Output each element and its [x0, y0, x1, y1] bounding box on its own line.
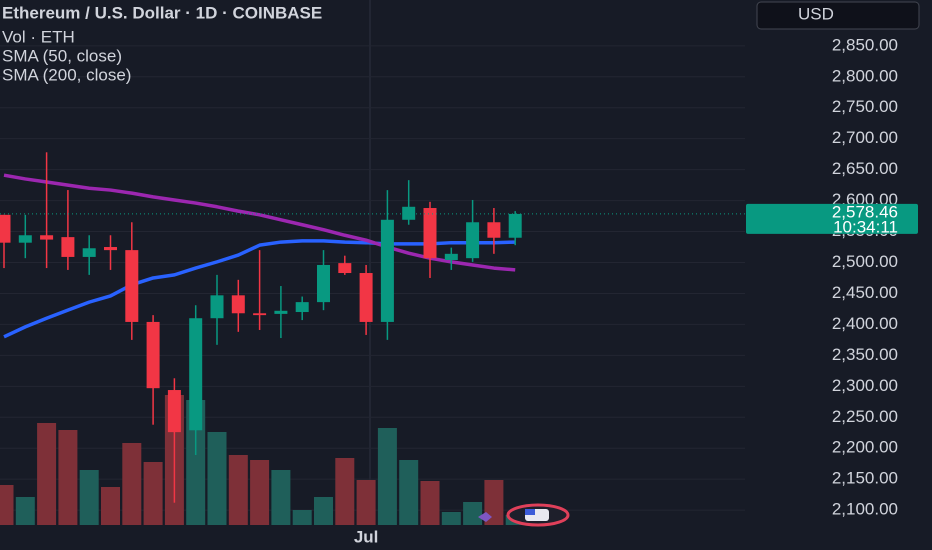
volume-legend: Vol · ETH — [2, 27, 75, 46]
volume-bar — [377, 428, 397, 525]
volume-bar — [15, 497, 35, 525]
volume-bar — [250, 460, 270, 525]
candle-body — [508, 213, 522, 238]
y-tick-label: 2,700.00 — [832, 128, 898, 147]
candle-body — [189, 318, 203, 431]
candles — [0, 152, 522, 503]
volume-bar — [228, 455, 248, 525]
volume-bar — [37, 423, 57, 525]
candle-body — [487, 222, 501, 238]
volume-bar — [271, 470, 291, 525]
y-tick-label: 2,100.00 — [832, 500, 898, 519]
y-axis: 2,100.00 2,150.00 2,200.00 2,250.00 2,300.00… — [832, 35, 898, 518]
legend-entry: SMA (200, close) — [2, 65, 131, 84]
candle-body — [167, 390, 181, 433]
candle-body — [380, 219, 394, 322]
candle-body — [274, 310, 288, 314]
candle-body — [0, 214, 11, 243]
volume-bar — [0, 485, 14, 525]
volume-bar — [314, 497, 333, 525]
candle-body — [231, 295, 245, 314]
volume-bar — [207, 432, 227, 525]
event-icons — [478, 503, 570, 527]
volume-bar — [292, 510, 312, 525]
flag-canton — [525, 509, 535, 515]
star-icon — [478, 512, 492, 522]
candle-body — [359, 273, 373, 322]
y-tick-label: 2,650.00 — [832, 159, 898, 178]
candle-body — [82, 248, 96, 257]
candle-body — [466, 222, 480, 259]
currency-label[interactable]: USD — [798, 4, 834, 23]
volume-bar — [58, 430, 78, 525]
volume-bar — [143, 462, 163, 525]
volume-bar — [79, 470, 99, 525]
volume-bar — [101, 487, 120, 525]
candle-body — [402, 206, 416, 220]
candle-body — [210, 295, 224, 319]
candle-body — [61, 237, 75, 257]
volume-bar — [441, 512, 461, 525]
candle-body — [317, 264, 330, 303]
y-tick-label: 2,750.00 — [832, 97, 898, 116]
candle-body — [104, 247, 117, 251]
candle-body — [295, 302, 309, 313]
currency-button[interactable] — [756, 1, 920, 30]
y-tick-label: 2,800.00 — [832, 66, 898, 85]
volume-bar — [335, 458, 355, 525]
last-price-box — [746, 203, 918, 234]
candle-body — [40, 235, 54, 240]
last-price-label: 2,578.46 — [832, 202, 898, 221]
candle-body — [18, 235, 32, 243]
candle-body — [146, 321, 160, 389]
chart-title: Ethereum / U.S. Dollar · 1D · COINBASE — [2, 3, 322, 22]
y-tick-label: 2,500.00 — [832, 252, 898, 271]
x-tick-label: Jul — [354, 527, 379, 546]
y-tick-label: 2,200.00 — [832, 438, 898, 457]
y-tick-label: 2,450.00 — [832, 283, 898, 302]
volume-bar — [399, 460, 419, 525]
volume-bar — [186, 400, 206, 525]
y-tick-label: 2,850.00 — [832, 35, 898, 54]
candle-body — [444, 253, 458, 261]
y-tick-label: 2,350.00 — [832, 345, 898, 364]
candle-body — [125, 250, 139, 322]
candle-body — [423, 208, 437, 259]
volume-bar — [484, 480, 504, 525]
volume-bar — [356, 480, 376, 525]
y-tick-label: 2,300.00 — [832, 376, 898, 395]
volume-bar — [463, 502, 483, 525]
y-tick-label: 2,250.00 — [832, 407, 898, 426]
candle-body — [338, 263, 352, 274]
y-tick-label: 2,400.00 — [832, 314, 898, 333]
y-tick-label: 2,150.00 — [832, 469, 898, 488]
legend-entry: SMA (50, close) — [2, 46, 122, 65]
candle-body — [253, 313, 267, 316]
countdown-label: 10:34:11 — [833, 217, 898, 236]
volume-bar — [122, 443, 142, 525]
volume-bar — [420, 481, 440, 525]
